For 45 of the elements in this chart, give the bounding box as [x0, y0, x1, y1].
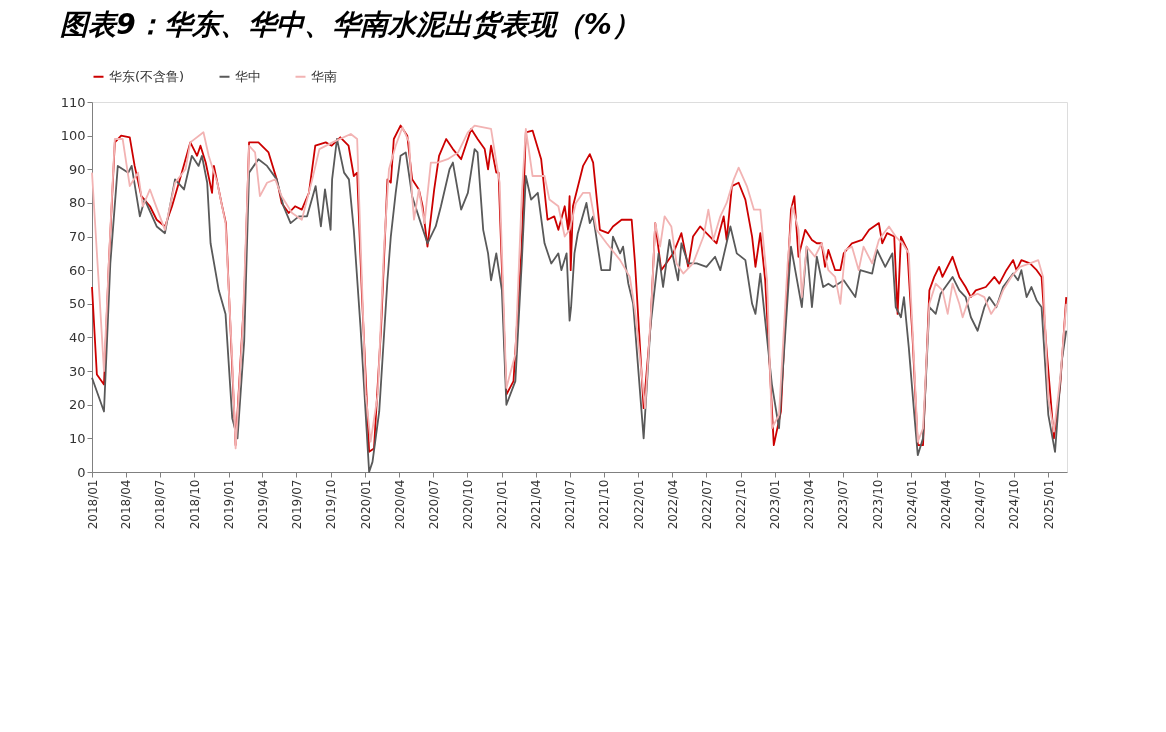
- x-tick-label: 2023/01: [768, 479, 783, 530]
- x-tick-label: 2020/01: [358, 479, 373, 530]
- x-tick-label: 2023/10: [870, 479, 885, 530]
- x-tick-label: 2018/07: [153, 479, 168, 530]
- y-tick-label: 0: [77, 464, 86, 480]
- legend-label: 华东(不含鲁): [109, 68, 185, 84]
- y-tick-label: 110: [60, 94, 86, 110]
- x-tick-label: 2023/07: [836, 479, 851, 530]
- y-tick-label: 100: [60, 128, 86, 144]
- x-tick-label: 2022/04: [665, 479, 680, 530]
- x-tick-label: 2022/07: [699, 479, 714, 530]
- x-tick-label: 2024/10: [1007, 479, 1022, 530]
- x-tick-label: 2019/07: [289, 479, 304, 530]
- legend-label: 华南: [311, 68, 337, 84]
- x-tick-label: 2020/10: [460, 479, 475, 530]
- y-tick-label: 30: [68, 363, 86, 379]
- y-tick-label: 50: [68, 296, 86, 312]
- x-tick-label: 2024/01: [904, 479, 919, 530]
- y-tick-label: 80: [68, 195, 86, 211]
- x-tick-label: 2018/04: [119, 479, 134, 530]
- y-tick-label: 70: [68, 229, 86, 245]
- legend-label: 华中: [235, 68, 261, 84]
- chart-title: 图表9：华东、华中、华南水泥出货表现（%）: [60, 8, 640, 41]
- y-tick-label: 20: [68, 397, 86, 413]
- x-tick-label: 2021/10: [597, 479, 612, 530]
- x-tick-label: 2019/01: [222, 479, 237, 530]
- x-tick-label: 2022/01: [631, 479, 646, 530]
- x-tick-label: 2022/10: [734, 479, 748, 530]
- x-tick-label: 2018/10: [187, 479, 202, 530]
- x-tick-label: 2019/04: [255, 479, 270, 530]
- x-tick-label: 2021/07: [563, 479, 578, 530]
- x-tick-label: 2023/04: [802, 479, 817, 530]
- x-tick-label: 2025/01: [1041, 479, 1056, 530]
- x-tick-label: 2024/04: [938, 479, 953, 530]
- x-tick-label: 2021/04: [529, 479, 544, 530]
- y-tick-label: 10: [68, 430, 86, 446]
- x-tick-label: 2019/10: [324, 479, 339, 530]
- y-tick-label: 60: [68, 262, 86, 278]
- x-tick-label: 2024/07: [972, 479, 987, 530]
- y-tick-label: 90: [68, 161, 86, 177]
- x-tick-label: 2020/04: [392, 479, 407, 530]
- x-tick-label: 2018/01: [85, 479, 100, 530]
- y-tick-label: 40: [68, 329, 86, 345]
- x-tick-label: 2021/01: [495, 479, 510, 530]
- x-tick-label: 2020/07: [426, 479, 441, 530]
